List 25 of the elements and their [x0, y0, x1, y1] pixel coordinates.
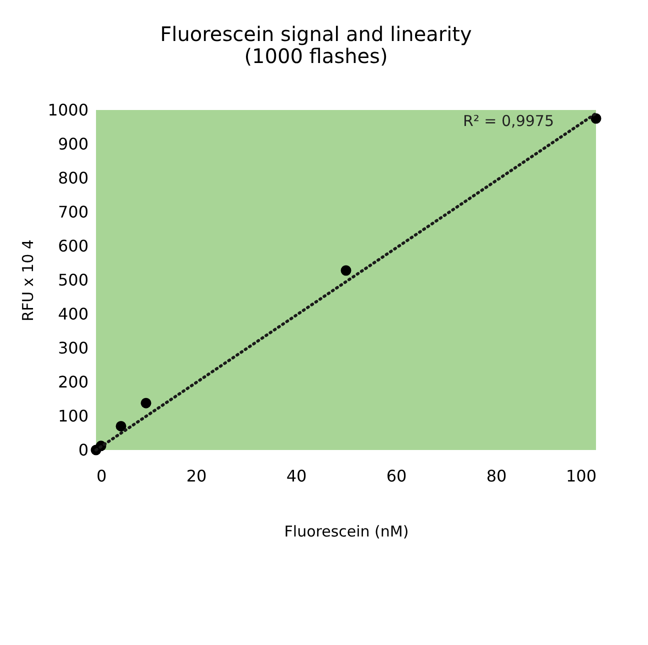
text: (1000 flashes): [244, 44, 388, 68]
y-tick-label: 100: [58, 406, 88, 426]
y-tick-label: 700: [58, 202, 88, 222]
x-tick-label: 80: [486, 466, 507, 486]
point: [116, 420, 126, 432]
y-tick-label: 300: [58, 338, 88, 358]
x-tick-label: 0: [96, 466, 107, 486]
y-tick-label: 200: [58, 372, 88, 392]
x-tick-label: 100: [566, 466, 596, 486]
y-tick-label: 800: [58, 168, 88, 188]
y-tick-label: 600: [58, 236, 88, 256]
x-tick-label: 40: [286, 466, 307, 486]
y-tick-label: 1000: [48, 100, 88, 120]
annotation: R² = 0,9975: [462, 112, 554, 130]
x-tick-label: 20: [186, 466, 207, 486]
y-tick-label: 900: [58, 134, 88, 154]
y-tick-label: 0: [78, 440, 88, 460]
point: [140, 398, 152, 408]
y-tick-label: 500: [58, 270, 88, 290]
x-axis-title: Fluorescein (nM): [284, 522, 409, 540]
y-tick-label: 400: [58, 304, 88, 324]
y-axis-title: RFU x 10 4: [18, 240, 37, 322]
point: [340, 265, 352, 276]
text: Fluorescein signal and linearity: [160, 22, 472, 46]
x-tick-label: 60: [386, 466, 407, 486]
